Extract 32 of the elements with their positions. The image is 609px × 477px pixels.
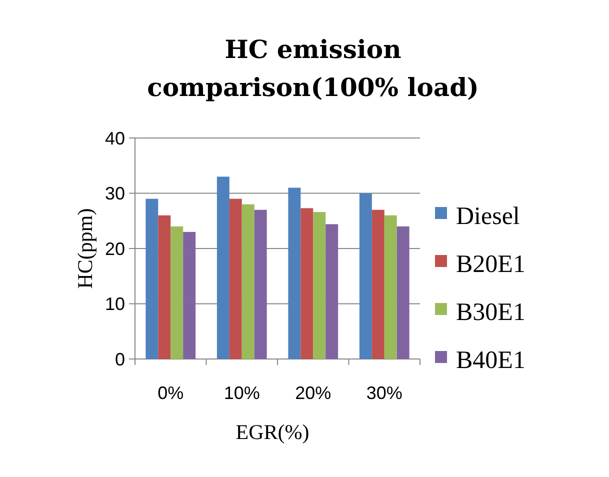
bar: [396, 226, 410, 359]
legend-label: B20E1: [456, 250, 526, 278]
bar: [254, 210, 267, 359]
y-axis-title: HC(ppm): [73, 208, 97, 289]
y-tick-label: 0: [114, 349, 125, 370]
bar: [359, 193, 372, 359]
y-tick-label: 30: [104, 184, 125, 204]
legend-label: B30E1: [456, 298, 526, 326]
x-tick-label: 0%: [158, 383, 184, 403]
bar: [183, 232, 196, 359]
bar: [216, 176, 230, 359]
chart-title: HC emission comparison(100% load): [147, 35, 479, 102]
x-tick-label: 20%: [295, 383, 332, 403]
bar: [300, 208, 314, 359]
legend-label: Diesel: [456, 202, 520, 230]
bar: [372, 210, 384, 359]
y-tick-label: 10: [104, 294, 125, 314]
x-tick-label: 10%: [224, 383, 260, 403]
y-tick-label: 40: [104, 128, 125, 148]
bar: [326, 224, 338, 359]
bar: [384, 215, 397, 359]
x-axis-title: EGR(%): [236, 420, 310, 444]
x-tick-label: 30%: [366, 383, 402, 403]
bar: [242, 204, 254, 359]
bar: [146, 198, 158, 359]
legend-label: B40E1: [456, 346, 526, 374]
bar: [170, 226, 184, 359]
bar: [313, 212, 326, 359]
bar: [229, 198, 242, 359]
y-tick-label: 20: [104, 238, 125, 259]
bar: [158, 215, 171, 359]
bar: [288, 188, 301, 359]
